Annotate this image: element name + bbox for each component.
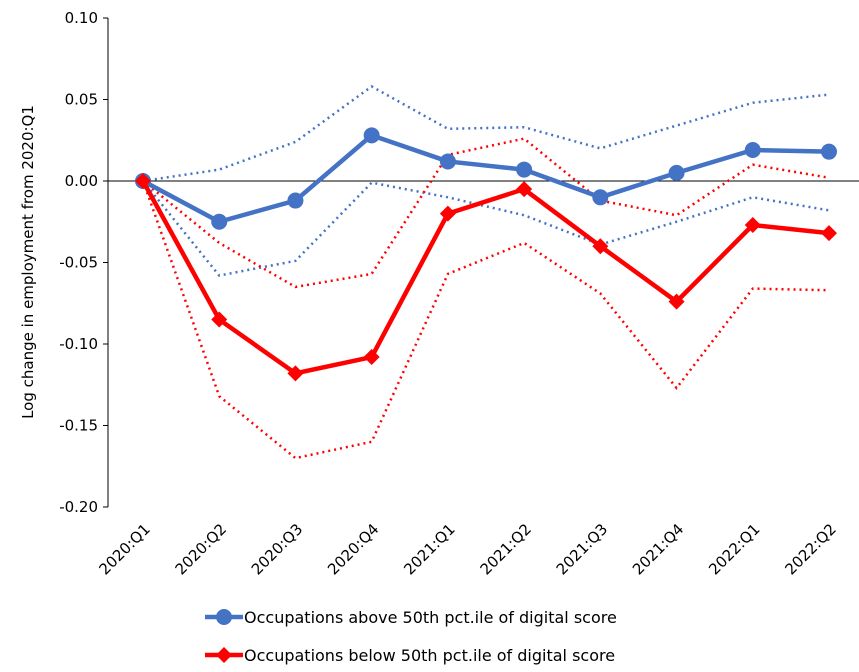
data-point xyxy=(363,349,380,366)
y-tick-label: -0.05 xyxy=(59,254,98,272)
data-point xyxy=(439,205,456,222)
data-point xyxy=(592,189,609,206)
x-tick-label: 2020:Q1 xyxy=(95,520,153,578)
data-point xyxy=(211,311,228,328)
data-point xyxy=(821,225,837,242)
data-point xyxy=(211,213,228,230)
y-tick-label: -0.15 xyxy=(59,417,98,435)
series-line xyxy=(141,133,830,224)
y-tick-label: -0.20 xyxy=(59,498,98,516)
x-tick-label: 2020:Q2 xyxy=(172,520,230,578)
legend-label: Occupations above 50th pct.ile of digita… xyxy=(244,608,617,627)
band-line xyxy=(141,180,830,460)
x-tick-label: 2021:Q3 xyxy=(553,520,611,578)
data-point xyxy=(668,293,685,310)
data-point xyxy=(744,142,761,159)
y-tick-label: 0.10 xyxy=(65,9,98,27)
x-tick-label: 2022:Q2 xyxy=(781,520,839,578)
data-point xyxy=(516,161,533,178)
x-tick-label: 2021:Q1 xyxy=(400,520,458,578)
data-point xyxy=(744,217,761,234)
data-point xyxy=(287,365,304,382)
data-point xyxy=(821,143,837,160)
data-point xyxy=(135,173,151,189)
legend-label: Occupations below 50th pct.ile of digita… xyxy=(244,646,615,665)
data-point xyxy=(363,127,380,144)
data-point xyxy=(516,181,533,198)
y-axis-label: Log change in employment from 2020:Q1 xyxy=(19,105,37,419)
series-line xyxy=(141,179,830,376)
data-point xyxy=(592,238,609,255)
y-tick-label: 0.05 xyxy=(65,91,98,109)
x-tick-label: 2020:Q4 xyxy=(324,520,382,578)
band-line xyxy=(142,180,830,277)
y-tick-label: 0.00 xyxy=(65,172,98,190)
x-tick-label: 2021:Q4 xyxy=(629,520,687,578)
legend-marker xyxy=(216,609,232,625)
y-tick-label: -0.10 xyxy=(59,335,98,353)
legend-marker xyxy=(216,647,232,663)
x-tick-label: 2022:Q1 xyxy=(705,520,763,578)
x-tick-label: 2021:Q2 xyxy=(477,520,535,578)
data-point xyxy=(668,164,685,181)
data-point xyxy=(287,192,304,209)
data-point xyxy=(439,153,456,170)
x-tick-label: 2020:Q3 xyxy=(248,520,306,578)
